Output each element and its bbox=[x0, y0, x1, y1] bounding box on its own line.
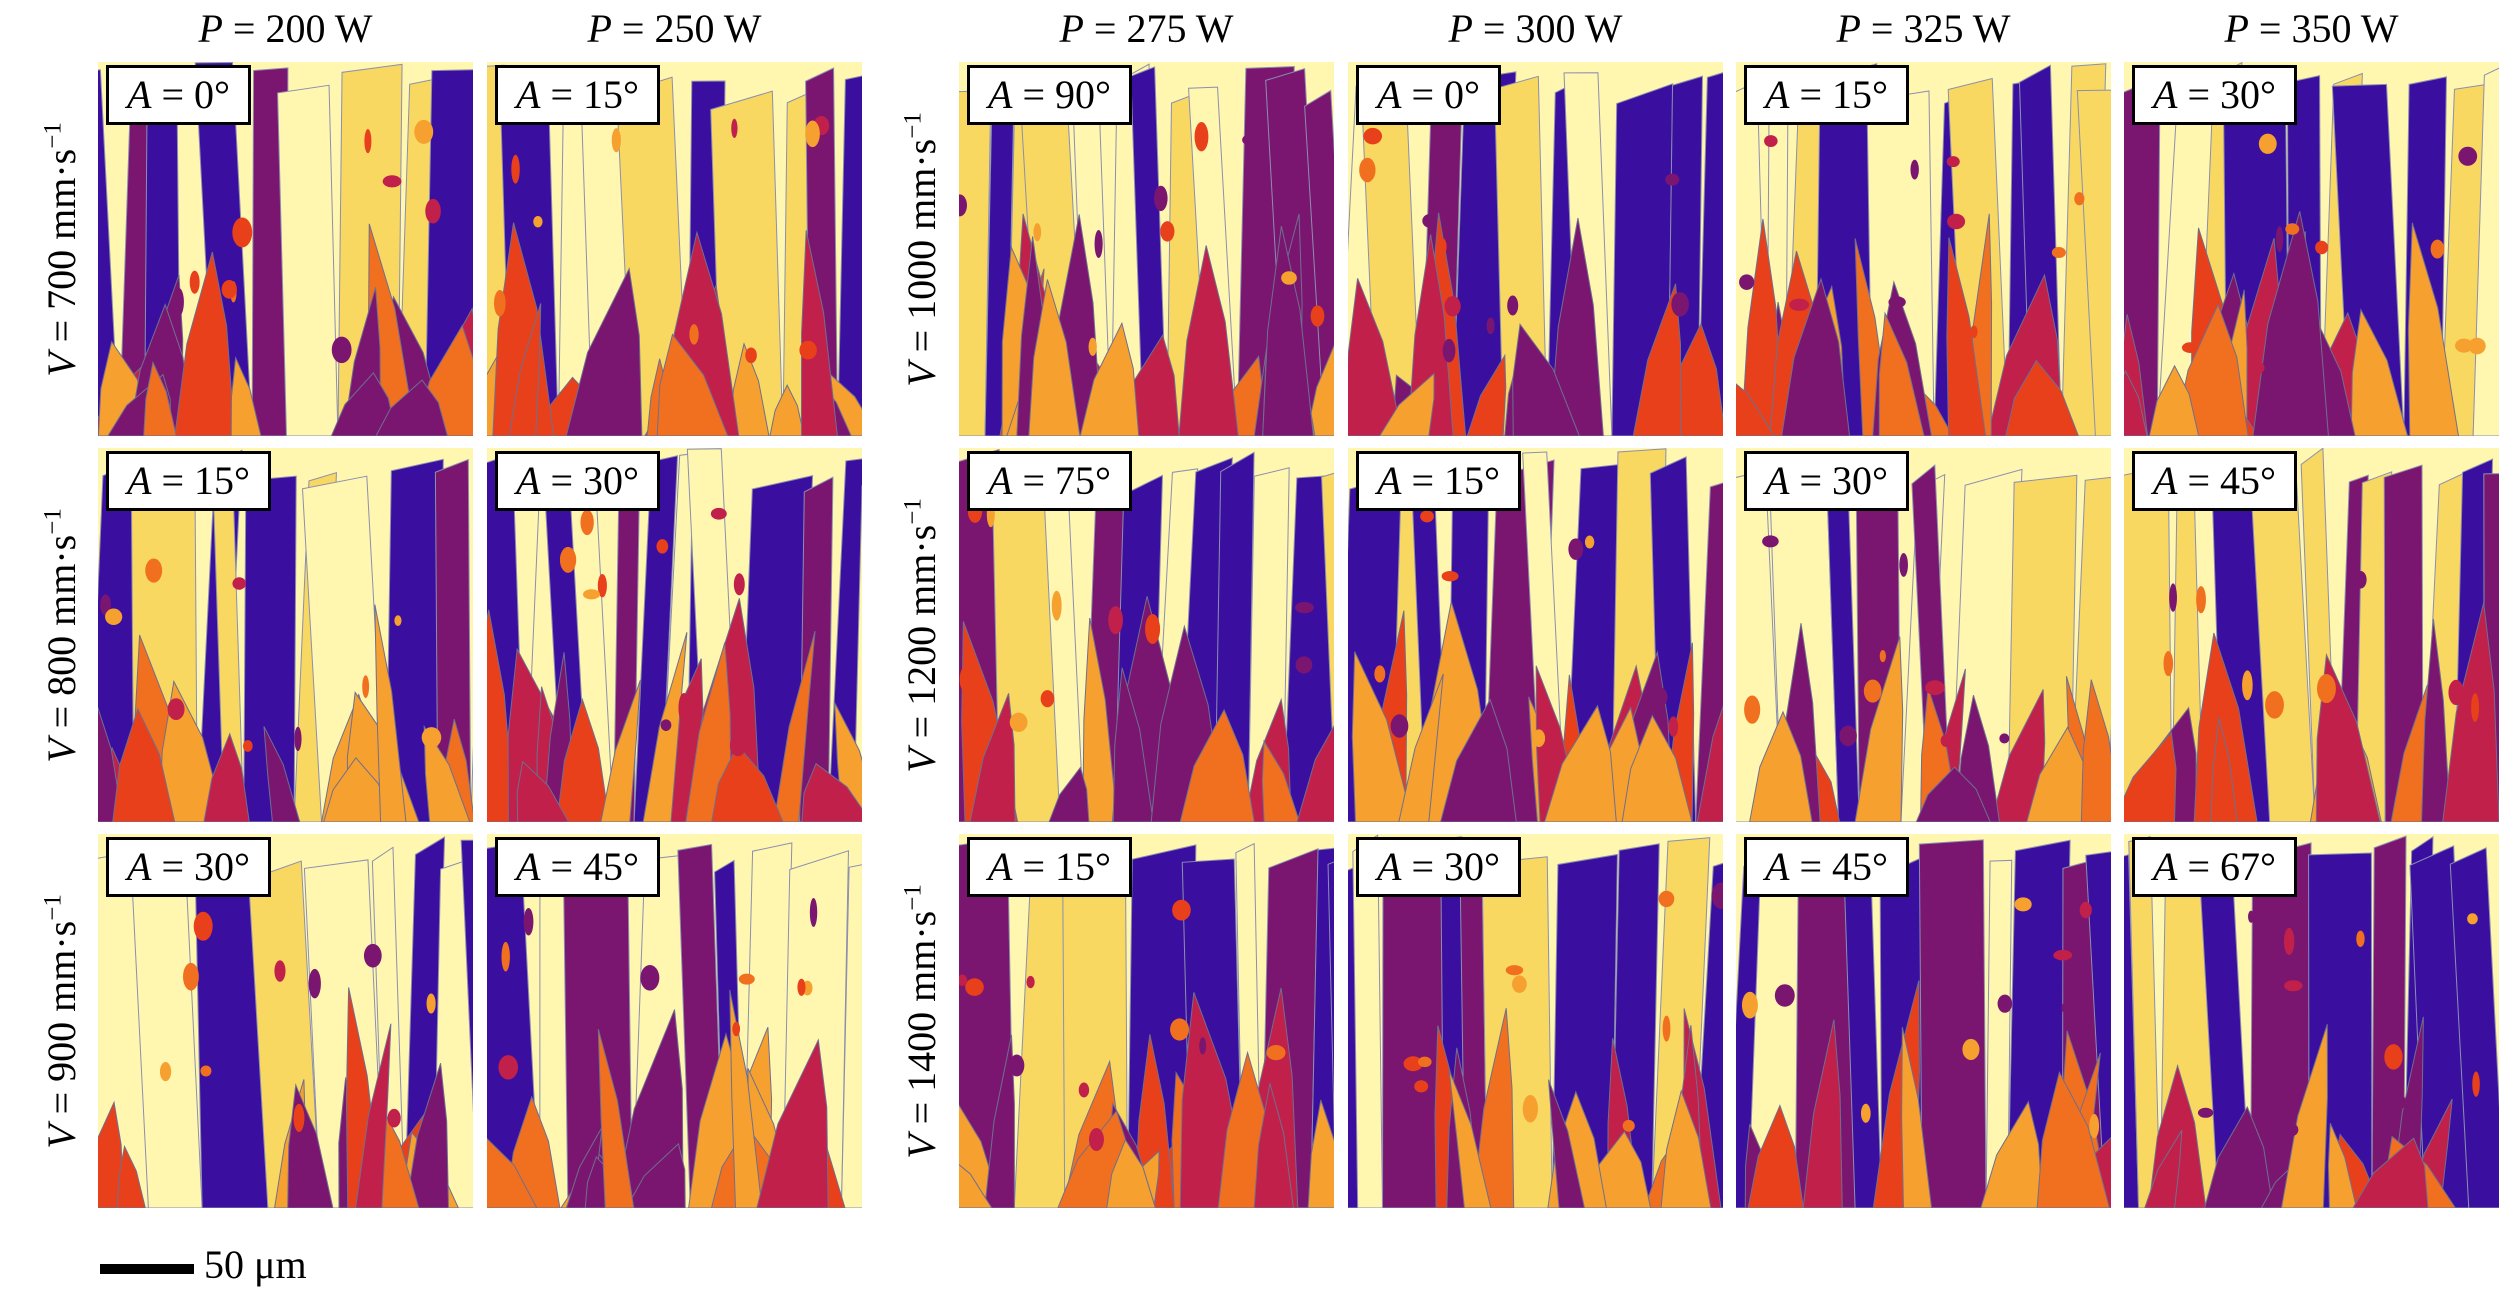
grain-map bbox=[1736, 62, 2111, 436]
row-label-speed-1200: V = 1200 mm·s−1 bbox=[898, 497, 944, 773]
micrograph-panel: A = 45° bbox=[487, 834, 862, 1208]
angle-label: A = 15° bbox=[495, 65, 660, 125]
angle-label: A = 67° bbox=[2132, 837, 2297, 897]
column-header-power-350: P = 350 W bbox=[2224, 6, 2399, 51]
power-symbol: P bbox=[1836, 6, 1861, 51]
angle-label: A = 90° bbox=[967, 65, 1132, 125]
angle-label: A = 15° bbox=[106, 451, 271, 511]
grain-map bbox=[487, 448, 862, 822]
angle-label: A = 15° bbox=[967, 837, 1132, 897]
row-label-speed-1000: V = 1000 mm·s−1 bbox=[898, 111, 944, 387]
micrograph-panel: A = 67° bbox=[2124, 834, 2499, 1208]
grain-map bbox=[1736, 834, 2111, 1208]
grain-map bbox=[959, 834, 1334, 1208]
angle-label: A = 45° bbox=[1744, 837, 1909, 897]
micrograph-panel: A = 45° bbox=[2124, 448, 2499, 822]
power-symbol: P bbox=[2224, 6, 2249, 51]
power-symbol: P bbox=[198, 6, 223, 51]
angle-label: A = 30° bbox=[1356, 837, 1521, 897]
power-symbol: P bbox=[587, 6, 612, 51]
row-label-speed-1400: V = 1400 mm·s−1 bbox=[898, 883, 944, 1159]
angle-label: A = 0° bbox=[1356, 65, 1501, 125]
column-header-power-200: P = 200 W bbox=[198, 6, 373, 51]
micrograph-panel: A = 0° bbox=[98, 62, 473, 436]
scale-bar-label: 50 μm bbox=[204, 1242, 307, 1287]
grain-map bbox=[1348, 834, 1723, 1208]
angle-label: A = 15° bbox=[1744, 65, 1909, 125]
angle-label: A = 30° bbox=[106, 837, 271, 897]
row-label-speed-700: V = 700 mm·s−1 bbox=[38, 121, 84, 377]
angle-label: A = 15° bbox=[1356, 451, 1521, 511]
micrograph-panel: A = 15° bbox=[959, 834, 1334, 1208]
column-header-power-250: P = 250 W bbox=[587, 6, 762, 51]
micrograph-panel: A = 15° bbox=[1348, 448, 1723, 822]
micrograph-panel: A = 45° bbox=[1736, 834, 2111, 1208]
grain-map bbox=[1736, 448, 2111, 822]
grain-map bbox=[959, 62, 1334, 436]
scale-bar bbox=[100, 1264, 194, 1274]
micrograph-panel: A = 30° bbox=[98, 834, 473, 1208]
angle-label: A = 30° bbox=[1744, 451, 1909, 511]
column-header-power-275: P = 275 W bbox=[1059, 6, 1234, 51]
row-label-speed-900: V = 900 mm·s−1 bbox=[38, 893, 84, 1149]
angle-label: A = 45° bbox=[495, 837, 660, 897]
grain-map bbox=[98, 62, 473, 436]
grain-map bbox=[487, 834, 862, 1208]
grain-map bbox=[98, 834, 473, 1208]
power-symbol: P bbox=[1059, 6, 1084, 51]
angle-label: A = 45° bbox=[2132, 451, 2297, 511]
micrograph-panel: A = 15° bbox=[487, 62, 862, 436]
row-label-speed-800: V = 800 mm·s−1 bbox=[38, 507, 84, 763]
micrograph-panel: A = 90° bbox=[959, 62, 1334, 436]
micrograph-panel: A = 15° bbox=[1736, 62, 2111, 436]
grain-map bbox=[487, 62, 862, 436]
micrograph-panel: A = 30° bbox=[1348, 834, 1723, 1208]
grain-map bbox=[1348, 62, 1723, 436]
angle-label: A = 0° bbox=[106, 65, 251, 125]
column-header-power-300: P = 300 W bbox=[1448, 6, 1623, 51]
micrograph-panel: A = 75° bbox=[959, 448, 1334, 822]
grain-map bbox=[959, 448, 1334, 822]
micrograph-panel: A = 30° bbox=[2124, 62, 2499, 436]
column-header-power-325: P = 325 W bbox=[1836, 6, 2011, 51]
angle-label: A = 30° bbox=[495, 451, 660, 511]
micrograph-panel: A = 15° bbox=[98, 448, 473, 822]
grain-map bbox=[2124, 62, 2499, 436]
power-symbol: P bbox=[1448, 6, 1473, 51]
micrograph-panel: A = 30° bbox=[1736, 448, 2111, 822]
angle-label: A = 30° bbox=[2132, 65, 2297, 125]
angle-label: A = 75° bbox=[967, 451, 1132, 511]
micrograph-panel: A = 30° bbox=[487, 448, 862, 822]
micrograph-panel: A = 0° bbox=[1348, 62, 1723, 436]
